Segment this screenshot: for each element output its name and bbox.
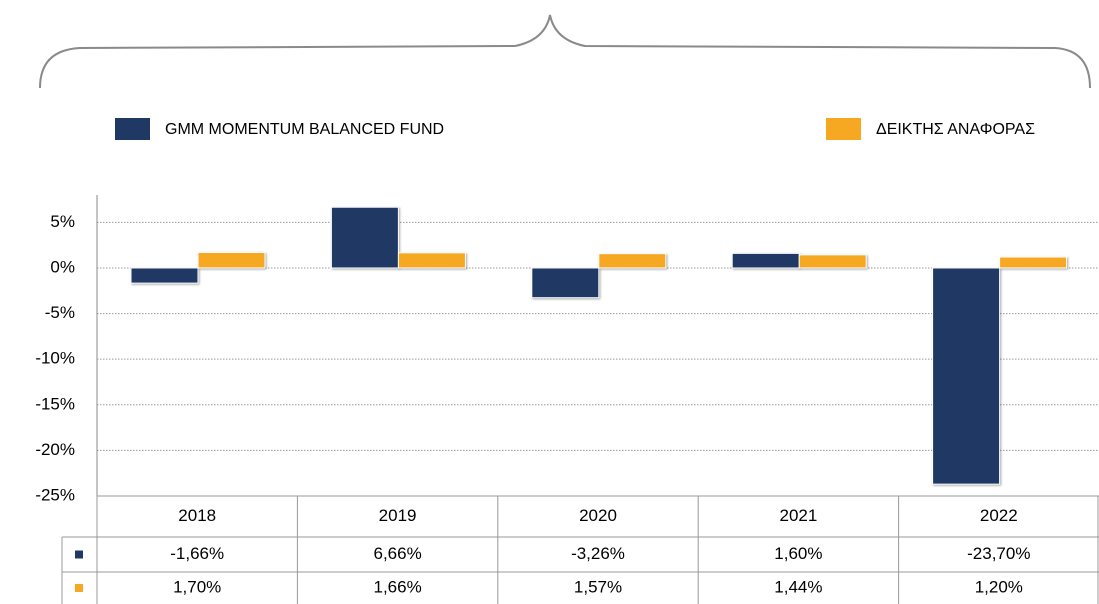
bar [330, 206, 399, 269]
y-tick-label: 0% [50, 257, 75, 276]
data-label: -1,66% [170, 544, 224, 563]
bar [731, 252, 800, 269]
bar [397, 252, 466, 269]
data-label: -23,70% [967, 544, 1030, 563]
bar [932, 267, 1001, 485]
x-tick-label: 2020 [579, 506, 617, 525]
data-label: 1,20% [975, 577, 1023, 596]
bar [798, 254, 867, 269]
data-label: 1,70% [173, 577, 221, 596]
table-swatch [75, 550, 83, 559]
data-label: 1,60% [774, 544, 822, 563]
y-tick-label: 5% [50, 212, 75, 231]
data-label: 1,57% [574, 577, 622, 596]
data-label: 1,66% [373, 577, 421, 596]
data-label: 1,44% [774, 577, 822, 596]
x-tick-label: 2022 [980, 506, 1018, 525]
bar [531, 267, 600, 299]
bar [197, 251, 266, 269]
x-tick-label: 2018 [178, 506, 216, 525]
bar [999, 256, 1068, 269]
y-tick-label: -15% [35, 394, 75, 413]
legend-swatch [115, 118, 150, 140]
x-tick-label: 2021 [779, 506, 817, 525]
table-swatch [75, 584, 83, 592]
data-label: 6,66% [373, 544, 421, 563]
brace [39, 14, 1091, 89]
y-tick-label: -5% [45, 303, 75, 322]
legend-swatch [826, 118, 861, 140]
bar [598, 253, 667, 269]
data-label: -3,26% [571, 544, 625, 563]
legend-label: ΔΕΙΚΤΗΣ ΑΝΑΦΟΡΑΣ [876, 121, 1035, 138]
legend-label: GMM MOMENTUM BALANCED FUND [165, 121, 444, 138]
y-tick-label: -10% [35, 349, 75, 368]
x-tick-label: 2019 [379, 506, 417, 525]
bar [130, 267, 199, 284]
y-tick-label: -20% [35, 440, 75, 459]
y-tick-label: -25% [35, 485, 75, 504]
